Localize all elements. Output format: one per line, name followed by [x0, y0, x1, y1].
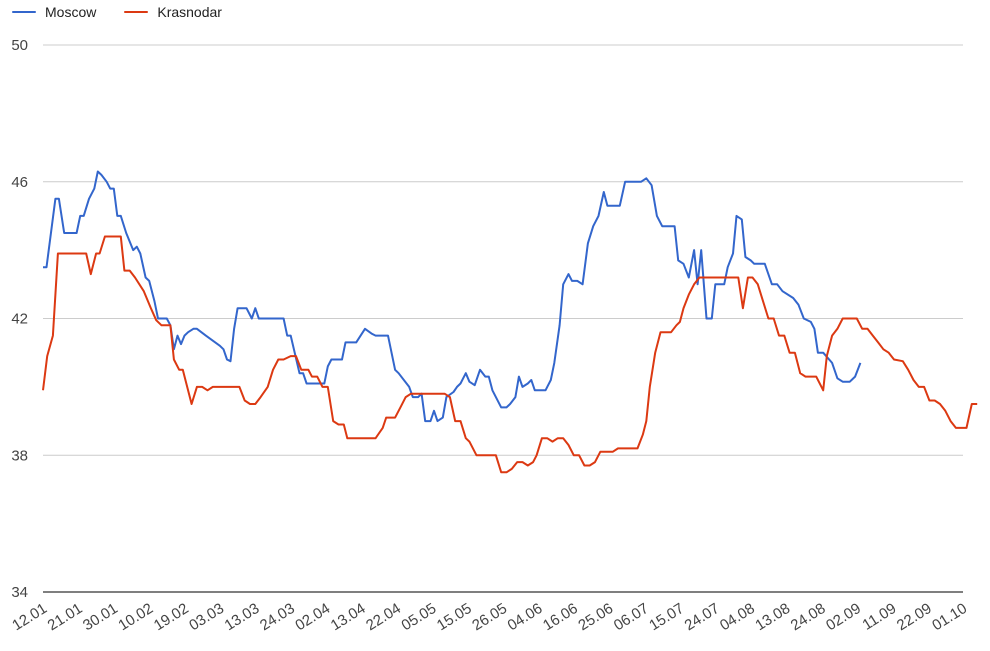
legend-item-moscow[interactable]: Moscow: [12, 4, 96, 20]
x-tick-label: 24.08: [788, 600, 829, 634]
y-axis-ticks: 34 38 42 46 50: [11, 37, 28, 601]
x-axis-ticks: 12.0121.0130.0110.0219.0203.0313.0324.03…: [9, 600, 970, 634]
x-tick-label: 06.07: [611, 600, 652, 634]
x-tick-label: 30.01: [80, 600, 121, 634]
legend-label-krasnodar: Krasnodar: [157, 4, 222, 20]
y-tick-label: 38: [11, 447, 28, 464]
legend-item-krasnodar[interactable]: Krasnodar: [124, 4, 222, 20]
x-tick-label: 26.05: [469, 600, 510, 634]
series-lines: [42, 170, 978, 474]
x-tick-label: 16.06: [540, 600, 581, 634]
series-line-moscow[interactable]: [43, 170, 862, 423]
y-tick-label: 46: [11, 174, 28, 191]
x-tick-label: 15.07: [646, 600, 687, 634]
x-tick-label: 05.05: [399, 600, 440, 634]
x-tick-label: 13.03: [222, 600, 263, 634]
x-tick-label: 22.09: [894, 600, 935, 634]
x-tick-label: 13.08: [752, 600, 793, 634]
legend-label-moscow: Moscow: [45, 4, 97, 20]
gridlines: [43, 44, 963, 593]
x-tick-label: 24.03: [257, 600, 298, 634]
x-tick-label: 25.06: [575, 600, 616, 634]
series-line-krasnodar[interactable]: [42, 235, 978, 474]
x-tick-label: 02.04: [292, 600, 333, 634]
x-tick-label: 11.09: [859, 600, 899, 634]
x-tick-label: 04.08: [717, 600, 758, 634]
x-tick-label: 12.01: [9, 600, 50, 634]
x-tick-label: 03.03: [186, 600, 227, 634]
y-tick-label: 42: [11, 311, 28, 328]
legend-swatch-krasnodar: [124, 11, 149, 13]
x-tick-label: 13.04: [328, 600, 369, 634]
chart-legend: Moscow Krasnodar: [0, 0, 222, 24]
x-tick-label: 24.07: [682, 600, 723, 634]
y-tick-label: 34: [11, 584, 28, 601]
x-tick-label: 22.04: [363, 600, 404, 634]
legend-swatch-moscow: [12, 11, 36, 13]
x-tick-label: 04.06: [505, 600, 546, 634]
x-tick-label: 21.01: [45, 600, 86, 634]
x-tick-label: 19.02: [151, 600, 192, 634]
x-tick-label: 02.09: [823, 600, 864, 634]
x-tick-label: 01.10: [929, 600, 970, 634]
x-tick-label: 15.05: [434, 600, 475, 634]
x-tick-label: 10.02: [115, 600, 156, 634]
y-tick-label: 50: [11, 37, 28, 54]
